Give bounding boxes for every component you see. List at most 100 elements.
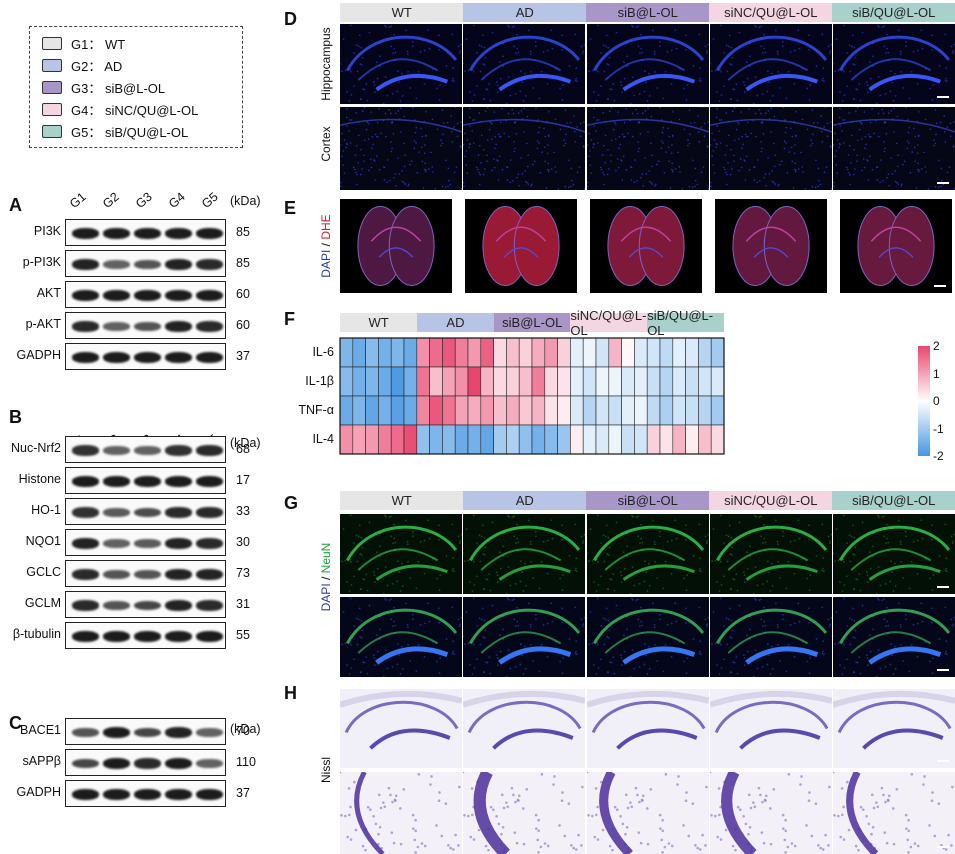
heatmap-cell <box>480 366 494 397</box>
blot-protein-label: PI3K <box>33 224 61 238</box>
blot-band <box>165 259 192 270</box>
heatmap-cell <box>582 366 597 397</box>
blot-band <box>165 727 192 738</box>
heatmap-cell <box>595 337 610 368</box>
heatmap-cell <box>416 337 430 368</box>
group-header: WT <box>340 3 464 22</box>
heatmap-cell <box>403 424 418 455</box>
micrograph <box>340 772 462 854</box>
heatmap-cell <box>480 337 494 368</box>
blot-band <box>134 789 161 800</box>
blot-protein-label: BACE1 <box>20 723 61 737</box>
heatmap-cell <box>646 395 661 426</box>
legend-item: G3： siB@L-OL <box>42 79 165 96</box>
hippocampus-label: Hippocampus <box>319 27 333 101</box>
blot-protein-label: sAPPβ <box>22 754 61 768</box>
western-blot-a: G1 G2 G3 G4 G5 (kDa) PI3K 85 p-PI3K 85 AKT 60 p-AKT 6… <box>0 185 280 375</box>
micrograph <box>833 689 955 768</box>
blot-strip <box>65 780 226 807</box>
blot-band <box>72 600 99 611</box>
blot-band <box>72 728 99 737</box>
legend-swatch <box>42 124 62 138</box>
colorbar-tick: -2 <box>933 449 944 463</box>
micrograph <box>340 514 462 594</box>
legend-label: G4： siNC/QU@L-OL <box>71 102 199 118</box>
dapi-neun-label: DAPI / NeuN <box>319 542 333 612</box>
heatmap-cell <box>685 395 699 426</box>
heatmap-cell <box>390 424 405 455</box>
micrograph <box>463 772 586 854</box>
micrograph <box>340 199 452 293</box>
heatmap-cell <box>352 424 366 455</box>
legend-swatch <box>42 36 62 50</box>
heatmap-row-label: IL-4 <box>312 432 334 446</box>
legend-item: G2： AD <box>42 57 122 74</box>
blot-band <box>134 260 161 269</box>
blot-kda-value: 37 <box>236 786 250 800</box>
heatmap-cell <box>570 366 584 397</box>
heatmap-cell <box>339 366 354 397</box>
micrograph <box>465 199 577 293</box>
blot-band <box>196 352 223 363</box>
blot-kda-value: 37 <box>236 349 250 363</box>
blot-protein-label: NQO1 <box>25 534 61 548</box>
blot-kda-value: 68 <box>236 442 250 456</box>
heatmap-cell <box>365 366 379 397</box>
legend-swatch <box>42 58 62 72</box>
heatmap-cell <box>390 337 405 368</box>
blot-protein-label: β-tubulin <box>12 627 61 641</box>
heatmap-cell <box>390 395 405 426</box>
micrograph <box>709 514 832 594</box>
group-header: WT <box>340 313 418 332</box>
heatmap-cell <box>442 395 456 426</box>
heatmap-cell <box>442 337 456 368</box>
blot-band <box>196 259 223 270</box>
heatmap-cell <box>429 424 443 455</box>
micrograph <box>463 689 586 768</box>
blot-kda-value: 73 <box>236 566 250 580</box>
blot-band <box>72 445 99 456</box>
blot-band <box>72 259 99 270</box>
micrograph <box>709 107 832 190</box>
panel-g-neun-staining: WT AD siB@L-OL siNC/QU@L-OL siB/QU@L-OL <box>340 491 955 681</box>
heatmap-cell <box>378 366 392 397</box>
heatmap-cell <box>659 337 674 368</box>
colorbar-tick: 2 <box>933 339 940 353</box>
blot-band <box>103 727 130 738</box>
micrograph <box>715 199 827 293</box>
blot-band <box>134 446 161 455</box>
heatmap-cell <box>595 424 610 455</box>
heatmap-cell <box>557 366 571 397</box>
group-header: siB@L-OL <box>493 313 571 332</box>
blot-kda-value: 70 <box>236 724 250 738</box>
legend-swatch <box>42 80 62 94</box>
scale-bar <box>937 182 949 184</box>
legend-item: G1： WT <box>42 35 125 52</box>
blot-band <box>196 476 223 487</box>
heatmap-cell <box>467 366 482 397</box>
micrograph <box>463 514 586 594</box>
heatmap-cell <box>634 395 648 426</box>
blot-band <box>196 569 223 580</box>
blot-band <box>103 290 130 301</box>
cortex-label: Cortex <box>319 126 333 162</box>
heatmap-cell <box>339 395 354 426</box>
blot-protein-label: Histone <box>18 472 61 486</box>
heatmap-cell <box>493 424 507 455</box>
heatmap-cell <box>659 395 674 426</box>
heatmap-cell <box>570 337 584 368</box>
blot-band <box>196 789 223 800</box>
heatmap-cell <box>672 424 686 455</box>
blot-protein-label: GADPH <box>16 785 61 799</box>
heatmap-cell <box>646 337 661 368</box>
heatmap-cell <box>710 395 725 426</box>
blot-band <box>165 600 192 611</box>
blot-band <box>196 507 223 518</box>
heatmap-cell <box>518 395 533 426</box>
heatmap-cell <box>493 366 507 397</box>
heatmap-cell <box>493 395 507 426</box>
heatmap-cell <box>531 395 546 426</box>
blot-band <box>165 569 192 580</box>
heatmap-cell <box>352 366 366 397</box>
legend-swatch <box>42 102 62 116</box>
